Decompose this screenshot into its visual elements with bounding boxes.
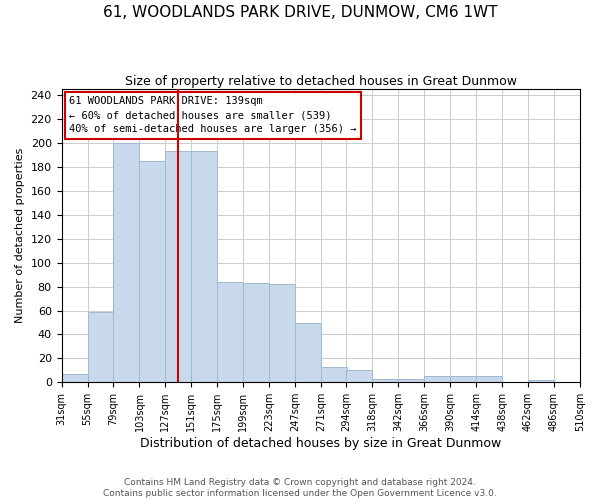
Bar	[113, 143, 139, 382]
Bar	[580, 380, 600, 382]
Bar	[346, 370, 372, 382]
Bar	[398, 379, 424, 382]
Bar	[166, 152, 191, 382]
Bar	[191, 152, 217, 382]
Text: 61, WOODLANDS PARK DRIVE, DUNMOW, CM6 1WT: 61, WOODLANDS PARK DRIVE, DUNMOW, CM6 1W…	[103, 5, 497, 20]
Title: Size of property relative to detached houses in Great Dunmow: Size of property relative to detached ho…	[125, 75, 517, 88]
Bar	[424, 376, 450, 382]
Bar	[322, 367, 347, 382]
Bar	[450, 376, 476, 382]
Bar	[295, 322, 322, 382]
Text: 61 WOODLANDS PARK DRIVE: 139sqm
← 60% of detached houses are smaller (539)
40% o: 61 WOODLANDS PARK DRIVE: 139sqm ← 60% of…	[70, 96, 357, 134]
Bar	[217, 282, 244, 382]
Bar	[88, 312, 113, 382]
Bar	[269, 284, 295, 382]
Bar	[62, 374, 88, 382]
Bar	[244, 283, 269, 382]
Bar	[476, 376, 502, 382]
X-axis label: Distribution of detached houses by size in Great Dunmow: Distribution of detached houses by size …	[140, 437, 502, 450]
Text: Contains HM Land Registry data © Crown copyright and database right 2024.
Contai: Contains HM Land Registry data © Crown c…	[103, 478, 497, 498]
Bar	[372, 379, 398, 382]
Bar	[139, 161, 166, 382]
Bar	[528, 380, 554, 382]
Y-axis label: Number of detached properties: Number of detached properties	[15, 148, 25, 324]
